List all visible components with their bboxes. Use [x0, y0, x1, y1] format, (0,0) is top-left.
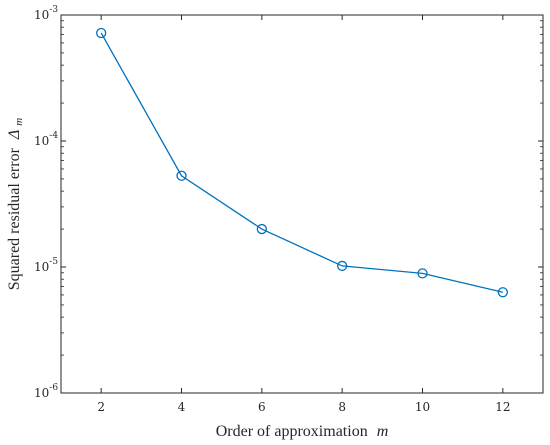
- x-axis-label-text: Order of approximation: [216, 423, 368, 440]
- plot-frame: [60, 14, 544, 394]
- series-layer: [96, 27, 508, 298]
- data-point: [497, 287, 508, 298]
- data-point: [176, 170, 187, 181]
- y-tick-label-base: 10: [34, 8, 49, 22]
- y-tick-label-exponent: -3: [49, 5, 58, 15]
- y-axis-label-subscript: m: [13, 118, 25, 126]
- x-tick-label: 10: [415, 400, 430, 414]
- y-axis-label: Squared residual error Δ m: [6, 118, 25, 291]
- x-axis-label-variable: m: [377, 423, 389, 440]
- x-tick-label: 4: [178, 400, 186, 414]
- x-tick-label: 12: [495, 400, 510, 414]
- y-tick-label-base: 10: [34, 260, 49, 274]
- y-tick-label: 10-5: [34, 257, 58, 274]
- y-tick-label-exponent: -5: [49, 257, 58, 267]
- y-axis-label-variable: Δ: [6, 130, 23, 140]
- series-line: [100, 32, 503, 293]
- y-tick-label-exponent: -4: [49, 131, 58, 141]
- x-axis-label: Order of approximation m: [216, 423, 389, 440]
- data-point: [256, 223, 267, 235]
- x-tick-label: 6: [258, 400, 266, 414]
- data-point: [96, 27, 107, 39]
- y-tick-label-exponent: -6: [49, 383, 58, 393]
- x-tick-label: 8: [338, 400, 346, 414]
- y-tick-label-base: 10: [34, 134, 49, 148]
- y-axis-label-text: Squared residual error: [6, 147, 23, 290]
- y-tick-label: 10-3: [34, 5, 58, 22]
- y-tick-label: 10-6: [34, 383, 58, 400]
- data-point: [417, 268, 428, 279]
- data-point: [337, 260, 348, 272]
- y-tick-label: 10-4: [34, 131, 58, 148]
- y-tick-label-base: 10: [34, 386, 49, 400]
- x-tick-label: 2: [97, 400, 105, 414]
